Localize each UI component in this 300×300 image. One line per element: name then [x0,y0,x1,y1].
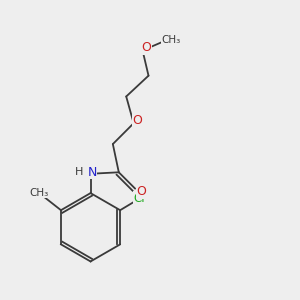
Text: CH₃: CH₃ [29,188,48,198]
Text: N: N [87,166,97,179]
Text: Cl: Cl [134,192,145,205]
Text: O: O [132,114,142,128]
Text: H: H [75,167,83,177]
Text: O: O [136,185,146,198]
Text: CH₃: CH₃ [161,35,180,45]
Text: O: O [141,41,151,54]
